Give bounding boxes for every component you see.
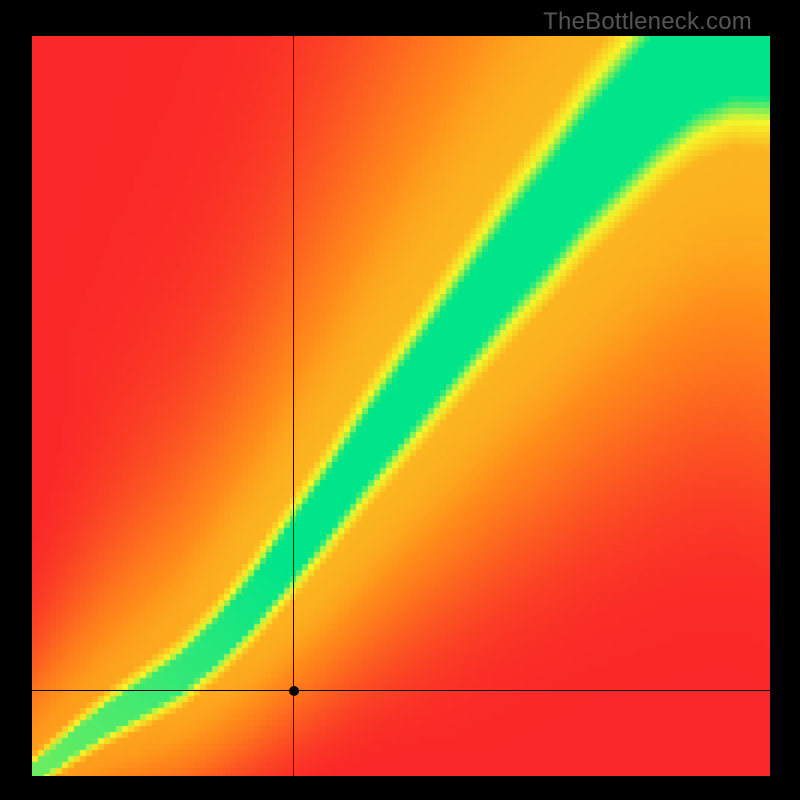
watermark-text: TheBottleneck.com: [543, 8, 752, 36]
heatmap-canvas: [32, 36, 770, 776]
crosshair-point: [289, 686, 299, 696]
frame-border-right: [770, 0, 800, 800]
crosshair-vertical: [293, 36, 294, 776]
frame-border-left: [0, 0, 32, 800]
chart-container: TheBottleneck.com: [0, 0, 800, 800]
crosshair-horizontal: [32, 690, 770, 691]
frame-border-bottom: [0, 776, 800, 800]
